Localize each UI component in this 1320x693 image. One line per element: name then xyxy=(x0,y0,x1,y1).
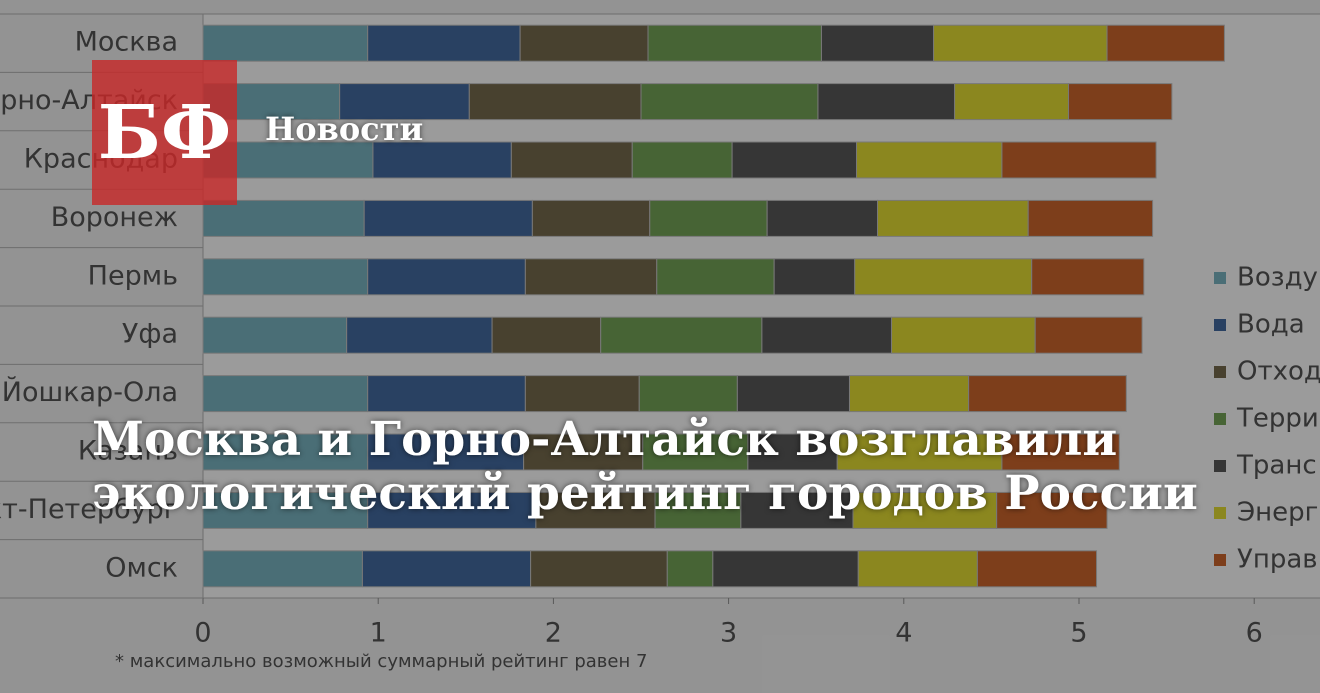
legend-swatch xyxy=(1214,413,1226,425)
x-tick-label: 4 xyxy=(895,618,912,649)
headline[interactable]: Москва и Горно-Алтайск возглавили xyxy=(92,412,1118,467)
bar-segment xyxy=(372,141,512,179)
y-tick-label: Уфа xyxy=(122,319,178,350)
legend-label: Отход xyxy=(1237,357,1320,387)
bar-segment xyxy=(820,24,935,62)
bar-segment xyxy=(1106,24,1225,62)
bar-segment xyxy=(202,24,369,62)
bar-segment xyxy=(202,316,348,354)
legend-label: Транс xyxy=(1236,451,1317,481)
legend-label: Терри xyxy=(1236,404,1319,434)
bar-segment xyxy=(968,375,1127,413)
bar-segment xyxy=(766,199,879,237)
x-tick-label: 3 xyxy=(720,618,737,649)
bar-segment xyxy=(1067,83,1173,121)
bar-segment xyxy=(996,491,1108,529)
bar-segment xyxy=(731,141,857,179)
bar-segment xyxy=(640,83,819,121)
legend-label: Управ xyxy=(1237,545,1318,575)
y-tick-label: Казань xyxy=(78,436,178,467)
bar-segment xyxy=(736,375,850,413)
legend-swatch xyxy=(1214,507,1226,519)
bar-segment xyxy=(773,258,856,296)
bar-segment xyxy=(817,83,956,121)
bar-segment xyxy=(848,375,970,413)
x-tick-label: 2 xyxy=(545,618,562,649)
bar-segment xyxy=(202,491,369,529)
bar-segment xyxy=(523,433,644,471)
legend-label: Вода xyxy=(1237,310,1305,340)
bar-segment xyxy=(468,83,642,121)
bar-segment xyxy=(202,375,369,413)
bar-segment xyxy=(836,433,1003,471)
section-label[interactable]: Новости xyxy=(265,110,424,148)
bar-segment xyxy=(361,550,532,588)
chart-note: * максимально возможный суммарный рейтин… xyxy=(115,651,647,672)
legend-swatch xyxy=(1214,554,1226,566)
bar-segment xyxy=(642,433,749,471)
bar-segment xyxy=(1031,258,1145,296)
bar-segment xyxy=(202,433,369,471)
bar-segment xyxy=(367,258,526,296)
bar-segment xyxy=(367,375,526,413)
bar-segment xyxy=(339,83,470,121)
legend-label: Возду xyxy=(1237,263,1318,293)
bar-segment xyxy=(1027,199,1154,237)
x-tick-label: 5 xyxy=(1070,618,1087,649)
bar-segment xyxy=(1001,433,1120,471)
legend-swatch xyxy=(1214,272,1226,284)
bar-segment xyxy=(857,550,978,588)
legend-label: Энерг xyxy=(1237,498,1318,528)
bar-segment xyxy=(1001,141,1157,179)
bar-segment xyxy=(877,199,1029,237)
bar-segment xyxy=(524,258,658,296)
bar-segment xyxy=(363,199,533,237)
bar-segment xyxy=(531,199,651,237)
bar-segment xyxy=(524,375,640,413)
bar-segment xyxy=(530,550,668,588)
x-tick-label: 0 xyxy=(194,618,211,649)
bar-segment xyxy=(535,491,656,529)
legend-swatch xyxy=(1214,366,1226,378)
x-tick-label: 1 xyxy=(370,618,387,649)
bar-segment xyxy=(367,491,537,529)
bar-segment xyxy=(656,258,775,296)
y-tick-label: Воронеж xyxy=(51,202,178,233)
bar-segment xyxy=(712,550,859,588)
bar-segment xyxy=(631,141,733,179)
bar-segment xyxy=(747,433,838,471)
y-tick-label: Санкт-Петербург xyxy=(0,494,178,525)
bar-segment xyxy=(854,258,1033,296)
bar-segment xyxy=(976,550,1098,588)
bar-segment xyxy=(891,316,1036,354)
bar-segment xyxy=(519,24,649,62)
y-tick-label: Москва xyxy=(75,27,178,58)
headline[interactable]: экологический рейтинг городов России xyxy=(92,466,1198,521)
bar-segment xyxy=(649,199,768,237)
y-tick-label: Йошкар-Ола xyxy=(2,376,178,408)
y-tick-label: Омск xyxy=(105,552,178,583)
bar-segment xyxy=(600,316,763,354)
logo[interactable]: БФ xyxy=(92,60,237,205)
y-tick-label: Пермь xyxy=(88,260,178,291)
bar-segment xyxy=(491,316,602,354)
legend-swatch xyxy=(1214,319,1226,331)
bar-segment xyxy=(202,258,369,296)
bar-segment xyxy=(1034,316,1143,354)
x-tick-label: 6 xyxy=(1246,618,1263,649)
bar-segment xyxy=(202,199,365,237)
bar-segment xyxy=(510,141,633,179)
bar-segment xyxy=(852,491,998,529)
legend-swatch xyxy=(1214,460,1226,472)
